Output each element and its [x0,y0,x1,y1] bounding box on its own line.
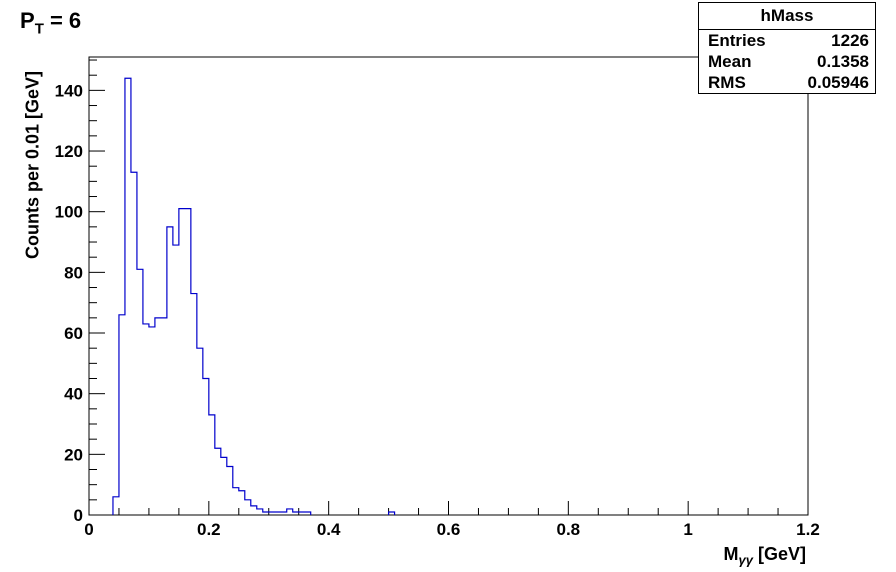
histogram-bin [287,509,293,515]
histogram-bin [233,488,239,515]
histogram-bin [299,512,305,515]
stats-label: Entries [708,31,766,50]
x-tick-label: 0 [84,520,93,539]
histogram-bin [179,209,185,515]
histogram-bin [263,512,269,515]
stats-label: RMS [708,73,746,92]
histogram-bin [173,245,179,515]
histogram-bin [113,497,119,515]
histogram-bin [185,209,191,515]
stats-row-rms: RMS 0.05946 [699,72,875,93]
x-tick-label: 1.2 [796,520,820,539]
stats-value: 1226 [831,31,869,50]
histogram-bin [161,318,167,515]
x-tick-label: 0.6 [437,520,461,539]
stats-row-mean: Mean 0.1358 [699,51,875,72]
y-tick-label: 140 [55,81,83,100]
histogram-bin [227,466,233,515]
histogram-bin [389,512,395,515]
histogram-bin [197,348,203,515]
histogram-bin [215,448,221,515]
stats-value: 0.05946 [807,73,869,92]
histogram-bin [203,379,209,515]
histogram-bin [137,269,143,515]
histogram-bin [191,294,197,515]
x-tick-label: 0.4 [317,520,341,539]
x-tick-label: 1 [683,520,692,539]
histogram-bin [149,327,155,515]
histogram-bin [275,512,281,515]
histogram-bin [155,318,161,515]
x-tick-label: 0.8 [557,520,581,539]
histogram-bin [269,512,275,515]
histogram-bin [221,457,227,515]
y-tick-label: 120 [55,142,83,161]
y-tick-label: 100 [55,203,83,222]
y-tick-label: 40 [64,385,83,404]
histogram-bin [167,227,173,515]
stats-row-entries: Entries 1226 [699,30,875,51]
histogram-bin [281,512,287,515]
histogram-line [112,77,396,515]
x-axis-label: Mγγ [GeV] [723,544,806,568]
histogram-bin [143,324,149,515]
y-tick-label: 60 [64,324,83,343]
y-tick-label: 20 [64,445,83,464]
histogram-bin [251,506,257,515]
stats-box-title: hMass [699,3,875,30]
stats-value: 0.1358 [817,52,869,71]
histogram-bin [209,415,215,515]
histogram-bin [239,491,245,515]
histogram-bin [305,512,311,515]
stats-label: Mean [708,52,752,71]
histogram-bin [257,509,263,515]
histogram-bin [119,315,125,515]
y-axis-label: Counts per 0.01 [GeV] [22,70,43,260]
chart-title: PT = 6 [20,8,82,38]
y-tick-label: 80 [64,263,83,282]
histogram-bin [293,512,299,515]
histogram-bin [245,500,251,515]
x-tick-label: 0.2 [197,520,221,539]
histogram-bin [131,172,137,515]
stats-box: hMass Entries 1226 Mean 0.1358 RMS 0.059… [698,2,876,94]
histogram-bin [125,78,131,515]
y-tick-label: 0 [74,506,83,525]
